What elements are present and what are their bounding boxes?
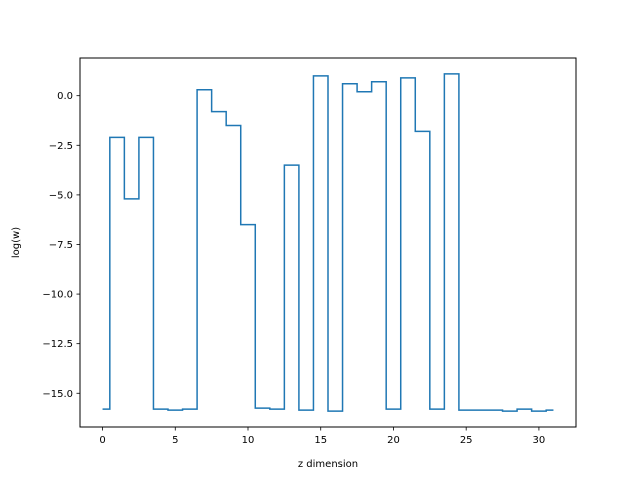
y-axis-label: log(w) [11, 227, 22, 258]
axes: 0 5 10 15 20 25 30 0.0 −2.5 −5.0 −7.5 −10.0 −12.5 −15… [42, 57, 577, 446]
x-tick-label: 20 [387, 435, 400, 446]
y-tick-label: −15.0 [42, 389, 73, 400]
plot-area [102, 73, 554, 412]
x-tick-label: 30 [533, 435, 546, 446]
x-tick-label: 0 [99, 435, 105, 446]
y-tick-label: −2.5 [49, 141, 73, 152]
x-axis-label: z dimension [298, 459, 358, 470]
y-tick-label: 0.0 [57, 91, 73, 102]
series-line [102, 73, 554, 412]
x-tick-label: 15 [314, 435, 327, 446]
plot-frame [79, 57, 577, 428]
y-tick-label: −7.5 [49, 240, 73, 251]
y-tick-label: −10.0 [42, 290, 73, 301]
x-tick-label: 25 [460, 435, 473, 446]
x-tick-label: 5 [172, 435, 178, 446]
x-tick-label: 10 [242, 435, 255, 446]
y-tick-label: −5.0 [49, 190, 73, 201]
y-tick-label: −12.5 [42, 339, 73, 350]
